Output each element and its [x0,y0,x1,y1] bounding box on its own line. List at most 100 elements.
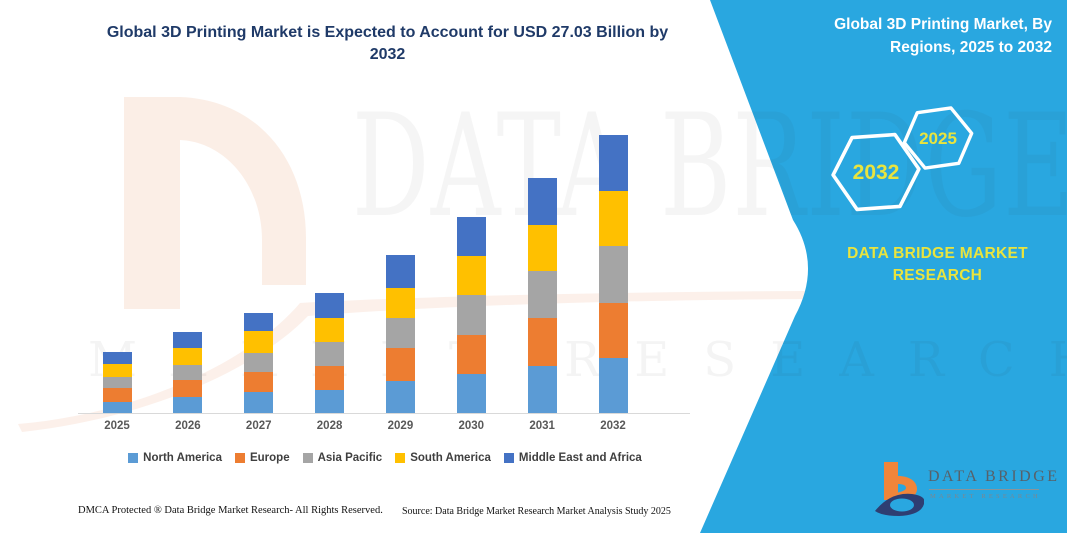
legend-item-north-america: North America [128,452,222,464]
bar-segment-south-america-2026 [173,348,203,366]
footer-copyright: DMCA Protected ® Data Bridge Market Rese… [78,505,383,516]
bar-segment-asia-pacific-2027 [244,352,274,372]
side-panel-heading-line1: Global 3D Printing Market, By [834,16,1052,33]
legend-swatch-europe [234,453,245,463]
bar-2030 [456,216,486,413]
legend-label-south-america: South America [410,452,491,464]
chart-legend: North America Europe Asia Pacific South Ame… [70,452,700,464]
bar-segment-north-america-2028 [315,389,345,413]
bar-segment-asia-pacific-2030 [456,294,486,335]
x-axis-label-2027: 2027 [245,420,272,432]
bar-segment-south-america-2027 [244,330,274,353]
legend-label-europe: Europe [249,452,290,464]
bar-2031 [527,177,557,413]
x-axis-label-2031: 2031 [529,420,555,432]
chart-title-line1: Global 3D Printing Market is Expected to… [106,24,669,41]
bar-segment-europe-2028 [315,365,345,390]
legend-label-asia-pacific: Asia Pacific [317,452,383,464]
bar-segment-south-america-2028 [315,318,345,342]
x-axis-label-2029: 2029 [387,420,414,432]
bar-2026 [173,332,203,413]
hexagon-2032 [831,132,921,212]
brand-text-line2: RESEARCH [892,267,983,285]
legend-swatch-south-america [395,453,406,463]
side-panel-shape [700,0,1067,533]
side-panel-brand-text: DATA BRIDGE MARKET RESEARCH [830,243,1045,288]
bar-segment-asia-pacific-2028 [315,341,345,366]
side-panel-heading-line2: Regions, 2025 to 2032 [890,39,1052,57]
bar-segment-south-america-2032 [598,190,628,247]
bar-segment-europe-2032 [598,303,628,358]
bar-segment-north-america-2030 [456,373,486,413]
brand-text-line1: DATA BRIDGE MARKET [847,245,1028,262]
legend-item-asia-pacific: Asia Pacific [302,452,383,464]
logo-subtitle: MARKET RESEARCH [930,493,1041,500]
bar-segment-middle-east-and-africa-2032 [598,135,628,191]
bar-segment-middle-east-and-africa-2025 [102,351,132,365]
legend-label-north-america: North America [143,452,222,464]
x-axis-label-2032: 2032 [600,420,626,432]
dbmr-logo: DATA BRIDGE MARKET RESEARCH [872,460,1057,520]
bar-segment-asia-pacific-2029 [385,318,415,349]
bar-segment-south-america-2031 [527,224,557,272]
year-hexagons: 2032 2025 [831,106,974,212]
bar-segment-europe-2030 [456,334,486,374]
hexagon-2025-label: 2025 [919,129,957,148]
bar-segment-asia-pacific-2025 [102,376,132,388]
bar-segment-middle-east-and-africa-2027 [244,312,274,331]
logo-b-cutout [890,498,914,512]
watermark-b-swoosh [18,291,806,432]
logo-divider [929,489,1039,490]
legend-swatch-middle-east-and-africa [503,453,514,463]
chart-title-line2: 2032 [369,46,406,64]
legend-item-middle-east-and-africa: Middle East and Africa [503,452,642,464]
bar-chart-plot [80,125,690,413]
x-axis-line [78,413,690,414]
hexagon-2025 [902,106,974,170]
logo-b-orange [884,462,917,501]
legend-item-south-america: South America [395,452,491,464]
dbmr-logo-b-icon [875,462,924,516]
chart-title: Global 3D Printing Market is Expected to… [70,22,705,67]
bar-segment-asia-pacific-2031 [527,271,557,319]
bar-2029 [385,254,415,413]
bar-segment-middle-east-and-africa-2026 [173,332,203,349]
bar-2028 [315,293,345,413]
bar-segment-north-america-2029 [385,381,415,413]
logo-name: DATA BRIDGE [928,468,1060,485]
x-axis-label-2028: 2028 [316,420,343,432]
legend-swatch-asia-pacific [302,453,313,463]
bar-segment-south-america-2030 [456,255,486,295]
watermark-b-bowl [180,97,306,285]
legend-item-europe: Europe [234,452,290,464]
bar-segment-south-america-2029 [385,287,415,319]
bar-segment-europe-2031 [527,318,557,366]
footer-source: Source: Data Bridge Market Research Mark… [402,506,671,517]
bar-segment-asia-pacific-2032 [598,246,628,303]
bar-segment-north-america-2025 [102,401,132,413]
bar-segment-north-america-2032 [598,357,628,413]
x-axis-label-2025: 2025 [104,420,130,432]
x-axis-label-2030: 2030 [458,420,485,432]
hexagon-2032-label: 2032 [853,161,900,184]
bar-segment-europe-2025 [102,387,132,402]
bar-2025 [102,351,132,413]
bar-segment-north-america-2026 [173,396,203,413]
bar-segment-middle-east-and-africa-2031 [527,177,557,225]
bar-2027 [244,312,274,413]
x-axis-label-2026: 2026 [175,420,201,432]
legend-label-middle-east-and-africa: Middle East and Africa [518,452,642,464]
bar-segment-middle-east-and-africa-2029 [385,254,415,288]
bar-segment-north-america-2031 [527,365,557,413]
watermark-b-stem [124,97,180,309]
bar-segment-north-america-2027 [244,391,274,413]
bar-segment-asia-pacific-2026 [173,365,203,380]
bar-segment-europe-2026 [173,379,203,397]
bar-2032 [598,135,628,413]
bar-segment-europe-2027 [244,371,274,392]
bar-segment-middle-east-and-africa-2028 [315,293,345,319]
bar-segment-middle-east-and-africa-2030 [456,216,486,256]
legend-swatch-north-america [128,453,139,463]
